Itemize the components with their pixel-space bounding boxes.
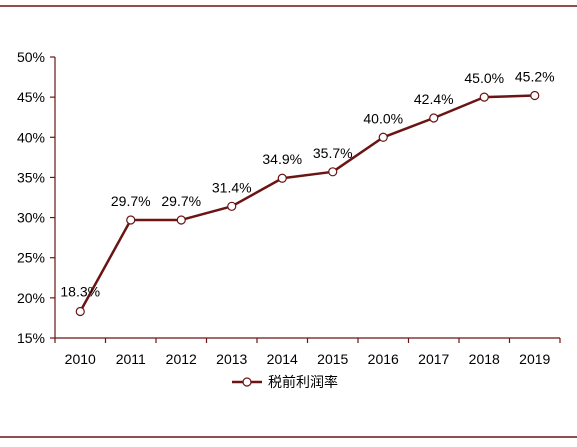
y-tick-label: 15% <box>17 330 45 346</box>
x-tick-label: 2011 <box>116 351 146 367</box>
x-tick-label: 2010 <box>65 351 96 367</box>
data-point <box>126 215 136 225</box>
data-label: 18.3% <box>60 284 100 300</box>
data-point <box>479 92 489 102</box>
x-tick-label: 2018 <box>469 351 500 367</box>
data-label: 34.9% <box>262 151 302 167</box>
y-tick-label: 50% <box>17 49 45 65</box>
data-labels: 18.3% 29.7% 29.7% 31.4% 34.9% 35.7% 40.0% 42.4%… <box>60 69 554 300</box>
data-label: 42.4% <box>414 91 454 107</box>
data-point <box>277 173 287 183</box>
y-tick-label: 45% <box>17 89 45 105</box>
data-point <box>75 306 85 317</box>
data-label: 31.4% <box>212 179 252 195</box>
x-tick-label: 2012 <box>166 351 197 367</box>
x-tick-label: 2017 <box>418 351 449 367</box>
x-tick-label: 2013 <box>216 351 247 367</box>
data-point <box>227 201 237 211</box>
x-axis: 2010 2011 2012 2013 2014 2015 2016 2017 2018 2019 <box>54 337 561 367</box>
x-tick-label: 2019 <box>519 351 550 367</box>
series-line <box>79 94 535 313</box>
data-point <box>530 90 540 101</box>
data-label: 40.0% <box>363 110 403 126</box>
data-label: 45.0% <box>464 70 504 86</box>
x-tick-label: 2015 <box>317 351 348 367</box>
data-label: 35.7% <box>313 145 353 161</box>
series-layer <box>75 90 540 317</box>
y-tick-label: 20% <box>17 290 45 306</box>
x-tick-label: 2014 <box>267 351 298 367</box>
data-point <box>176 215 186 225</box>
data-label: 29.7% <box>111 193 151 209</box>
x-tick-label: 2016 <box>368 351 399 367</box>
y-tick-label: 30% <box>17 210 45 226</box>
y-axis: 15% 20% 25% 30% 35% 40% 45% 50% <box>17 49 56 346</box>
y-tick-label: 35% <box>17 169 45 185</box>
y-tick-label: 40% <box>17 129 45 145</box>
legend-marker-icon <box>242 377 252 387</box>
data-label: 29.7% <box>161 193 201 209</box>
legend-label: 税前利润率 <box>268 374 338 391</box>
data-point <box>378 132 388 142</box>
y-tick-label: 25% <box>17 250 45 266</box>
data-point <box>328 167 338 177</box>
data-label: 45.2% <box>515 69 555 85</box>
data-point <box>429 113 439 123</box>
legend: 税前利润率 <box>232 374 338 391</box>
